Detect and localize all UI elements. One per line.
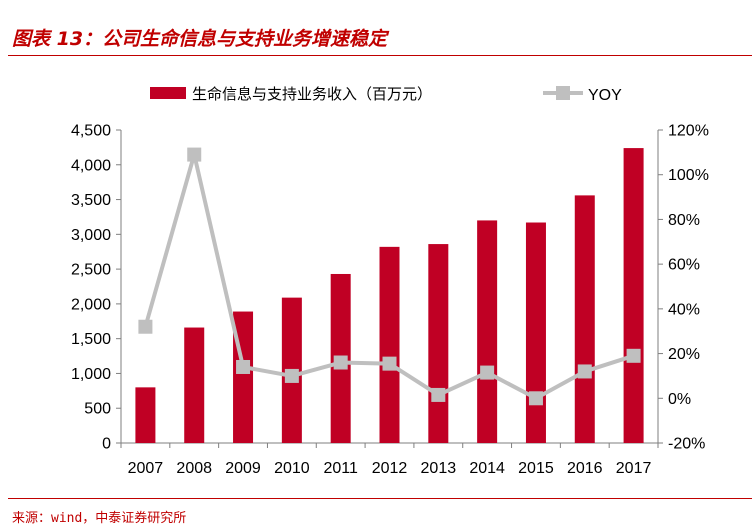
yoy-marker: [578, 364, 592, 378]
x-tick-label: 2008: [176, 460, 212, 477]
yoy-marker: [138, 320, 152, 334]
left-tick-label: 1,500: [71, 331, 111, 348]
x-tick-label: 2017: [616, 460, 652, 477]
left-tick-label: 0: [102, 436, 111, 453]
left-tick-label: 2,000: [71, 296, 111, 313]
bar: [428, 244, 448, 443]
bar: [526, 223, 546, 443]
yoy-marker: [627, 349, 641, 363]
x-tick-label: 2016: [567, 460, 603, 477]
left-tick-label: 3,000: [71, 227, 111, 244]
right-tick-label: 0%: [668, 391, 691, 408]
yoy-marker: [383, 357, 397, 371]
bar: [477, 220, 497, 443]
right-tick-label: 40%: [668, 301, 700, 318]
left-tick-label: 4,000: [71, 157, 111, 174]
right-tick-label: 60%: [668, 257, 700, 274]
legend-bar-label: 生命信息与支持业务收入（百万元）: [192, 85, 432, 103]
x-tick-label: 2013: [421, 460, 457, 477]
bar: [135, 387, 155, 443]
source-note: 来源：wind，中泰证券研究所: [12, 507, 186, 526]
yoy-marker: [334, 356, 348, 370]
right-tick-label: 100%: [668, 167, 709, 184]
x-tick-label: 2010: [274, 460, 310, 477]
bar: [624, 148, 644, 443]
bar: [184, 328, 204, 443]
bar: [575, 195, 595, 443]
yoy-marker: [480, 366, 494, 380]
x-tick-label: 2014: [469, 460, 505, 477]
bar: [380, 247, 400, 443]
x-tick-label: 2012: [372, 460, 408, 477]
x-tick-label: 2009: [225, 460, 261, 477]
left-tick-label: 500: [84, 401, 111, 418]
right-tick-label: 80%: [668, 212, 700, 229]
x-tick-label: 2015: [518, 460, 554, 477]
x-tick-label: 2011: [323, 460, 358, 477]
right-tick-label: 120%: [668, 123, 709, 140]
yoy-marker: [236, 360, 250, 374]
yoy-marker: [187, 148, 201, 162]
left-tick-label: 2,500: [71, 262, 111, 279]
yoy-marker: [529, 391, 543, 405]
x-tick-label: 2007: [128, 460, 164, 477]
left-tick-label: 4,500: [71, 123, 111, 140]
legend-line-label: YOY: [588, 87, 622, 104]
chart: 0 500 1,000 1,500 2,000 2,500 3,000 3,500 4,000 4…: [0, 0, 752, 500]
yoy-marker: [431, 388, 445, 402]
legend-bar-swatch: [150, 87, 186, 99]
yoy-marker: [285, 369, 299, 383]
right-tick-label: 20%: [668, 346, 700, 363]
left-tick-label: 1,000: [71, 366, 111, 383]
legend-line-marker: [556, 86, 570, 100]
left-tick-label: 3,500: [71, 192, 111, 209]
right-tick-label: -20%: [668, 436, 705, 453]
footer-divider: [8, 498, 752, 499]
